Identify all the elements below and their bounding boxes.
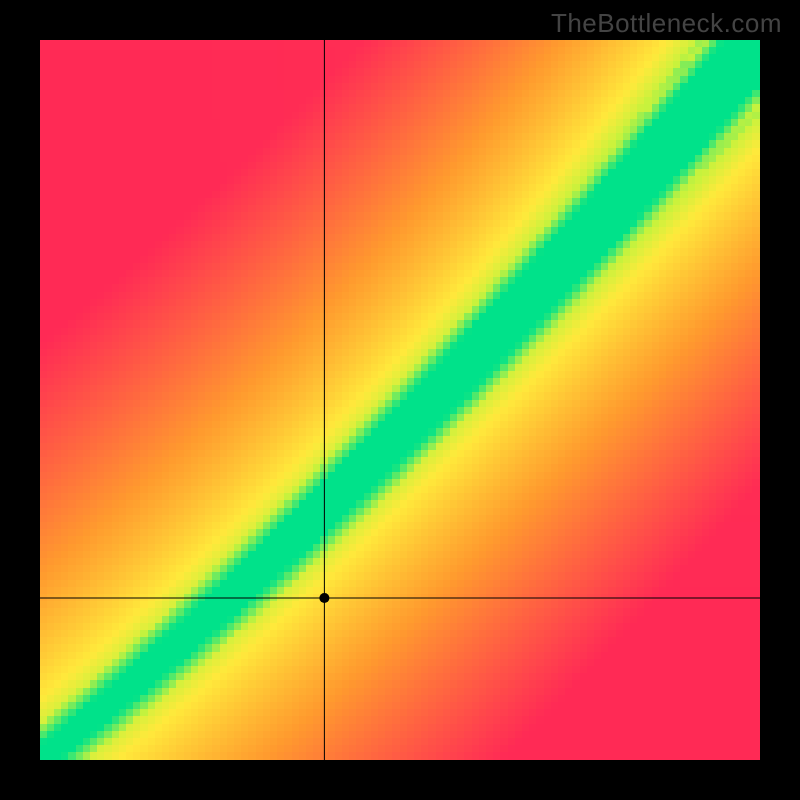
bottleneck-heatmap — [0, 0, 800, 800]
chart-container: TheBottleneck.com — [0, 0, 800, 800]
watermark-text: TheBottleneck.com — [551, 8, 782, 39]
